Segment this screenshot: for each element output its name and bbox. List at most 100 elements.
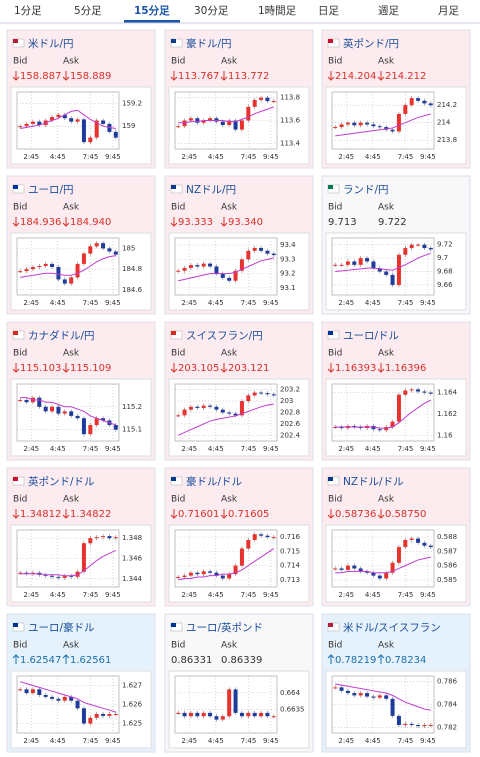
y-tick-label: 93.2 [280, 270, 296, 278]
pair-name[interactable]: ユーロ/英ポンド [186, 621, 263, 634]
direction-arrow [12, 363, 20, 373]
direction-arrow [62, 217, 70, 227]
chart-box [10, 378, 152, 457]
candle [227, 277, 232, 281]
candle [403, 390, 408, 395]
candle [30, 572, 35, 574]
x-tick-label: 2:45 [181, 153, 197, 161]
pair-name[interactable]: 豪ドル/円 [186, 37, 232, 50]
candle [371, 572, 376, 576]
chart-box [325, 524, 467, 603]
y-tick-label: 0.786 [437, 678, 458, 686]
pair-name[interactable]: カナダドル/円 [28, 329, 95, 342]
tab[interactable]: 月足 [438, 5, 459, 17]
plot-area [331, 529, 435, 588]
pair-name[interactable]: ユーロ/豪ドル [28, 621, 95, 634]
pair-name[interactable]: NZドル/円 [186, 184, 236, 196]
pair-name[interactable]: 豪ドル/ドル [186, 475, 242, 488]
y-tick-label: 213.8 [437, 136, 457, 144]
candle [352, 693, 357, 696]
candle [81, 418, 86, 435]
candle [377, 695, 382, 698]
ask-label: Ask [63, 495, 80, 505]
pair-name[interactable]: 米ドル/円 [28, 37, 74, 50]
chart-box [325, 86, 467, 165]
pair-name[interactable]: NZドル/ドル [343, 476, 404, 488]
candle [358, 258, 363, 265]
candle [265, 712, 270, 717]
candle [259, 247, 264, 251]
pair-name[interactable]: 英ポンド/ドル [28, 475, 95, 488]
tab[interactable]: 30分足 [194, 5, 229, 17]
pair-name[interactable]: ユーロ/ドル [343, 330, 399, 342]
x-tick-label: 2:45 [181, 591, 197, 599]
candle [233, 413, 238, 416]
pair-name[interactable]: 英ポンド/円 [343, 37, 399, 50]
pair-name[interactable]: スイスフラン/円 [186, 330, 263, 342]
candle [384, 695, 389, 699]
candle [416, 538, 421, 543]
candle [43, 695, 48, 697]
candle [214, 572, 219, 576]
candle [195, 265, 200, 267]
candle [384, 271, 389, 275]
candle [265, 393, 270, 395]
tab[interactable]: 日足 [318, 5, 339, 17]
candle [428, 392, 433, 394]
candle [409, 538, 414, 540]
tab[interactable]: 5分足 [74, 5, 102, 17]
pair-name[interactable]: 米ドル/スイスフラン [343, 621, 441, 634]
y-tick-label: 115.2 [122, 403, 142, 411]
y-tick-label: 0.713 [280, 576, 300, 584]
bid-value: 0.78219 [335, 655, 376, 666]
bid-label: Bid [171, 641, 185, 651]
pair-name[interactable]: ランド/円 [343, 184, 389, 196]
x-tick-label: 4:45 [365, 299, 381, 307]
chart-box [325, 378, 467, 457]
moving-average [20, 397, 116, 426]
candle [422, 725, 427, 727]
candle [62, 696, 67, 701]
candle [24, 399, 29, 403]
y-tick-label: 1.625 [122, 720, 142, 728]
tab[interactable]: 1分足 [14, 5, 42, 17]
candle [333, 127, 338, 129]
candle [227, 574, 232, 579]
bid-label: Bid [13, 349, 27, 359]
x-tick-label: 4:45 [208, 299, 224, 307]
candle [75, 119, 80, 122]
direction-arrow [12, 509, 20, 519]
tab[interactable]: 15分足 [134, 4, 170, 17]
y-tick-label: 9.72 [437, 241, 453, 249]
candle [358, 427, 363, 429]
candle [259, 392, 264, 394]
candle [365, 258, 370, 262]
moving-average [335, 113, 431, 137]
x-tick-label: 7:45 [241, 153, 257, 161]
direction-arrow [327, 654, 335, 664]
x-tick-label: 4:45 [50, 737, 66, 745]
candle [107, 123, 112, 132]
candle [358, 693, 363, 696]
ask-label: Ask [63, 203, 80, 213]
moving-average [177, 403, 274, 436]
tab[interactable]: 1時間足 [258, 5, 297, 17]
pair-name[interactable]: ユーロ/円 [28, 184, 74, 196]
tab[interactable]: 週足 [378, 5, 399, 17]
x-tick-label: 4:45 [365, 591, 381, 599]
